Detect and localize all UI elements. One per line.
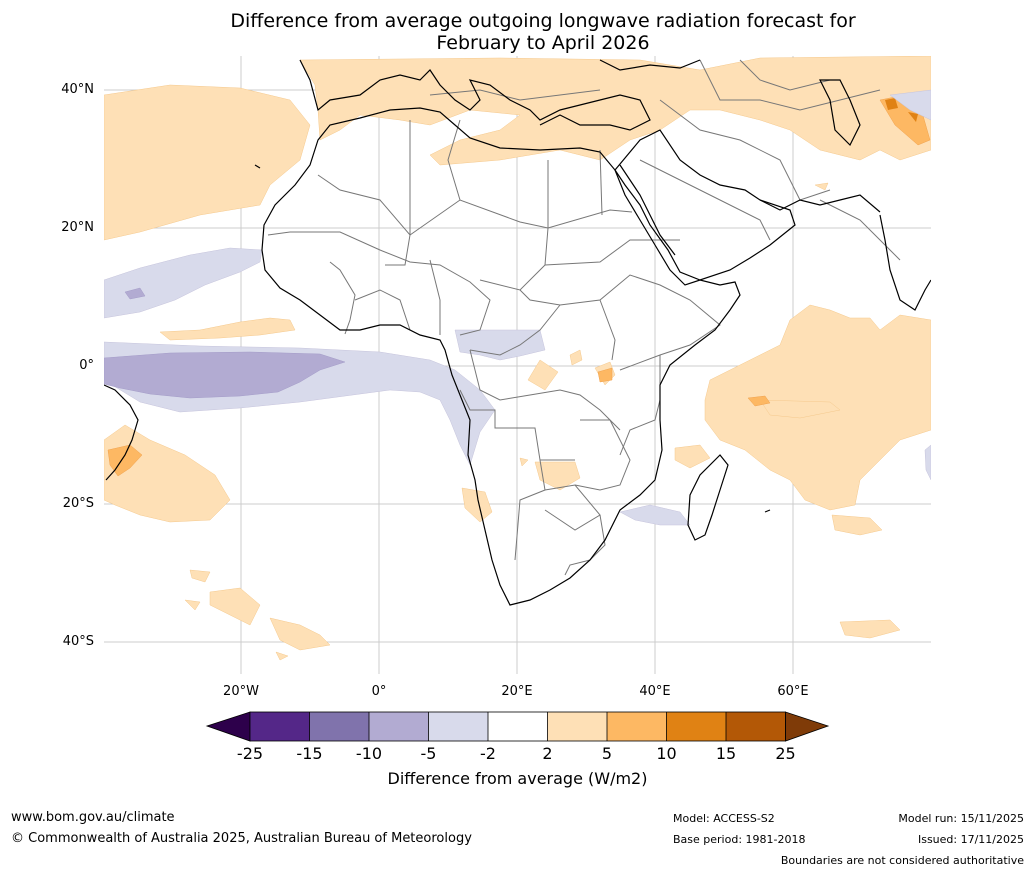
country-boundaries [267,59,901,576]
lat-label-equator: 0° [79,358,94,373]
colorbar-segment-5 [488,712,548,741]
footer-copyright: © Commonwealth of Australia 2025, Austra… [11,831,472,846]
moderate-negative-anomaly-regions [104,287,346,399]
footer-model-run: Model run: 15/11/2025 [898,812,1024,825]
colorbar-segment-1 [250,712,310,741]
footer-model: Model: ACCESS-S2 [673,812,775,825]
lat-label-40n: 40°N [61,82,94,97]
lon-label-60e: 60°E [777,684,809,699]
colorbar-segment-9 [726,712,786,741]
coastlines [104,59,931,606]
colorbar-title: Difference from average (W/m2) [387,769,648,788]
lon-label-20w: 20°W [223,684,259,699]
title-line-1: Difference from average outgoing longwav… [230,10,856,32]
colorbar-tick-label: 5 [601,744,613,763]
colorbar-segment-8 [666,712,726,741]
colorbar-tick-label: -2 [480,744,496,763]
colorbar-tick-label: 25 [775,744,796,763]
footer-base-period: Base period: 1981-2018 [673,833,806,846]
colorbar-segment-3 [369,712,429,741]
colorbar-tick-label: -25 [236,744,264,763]
colorbar-over-arrow [785,711,830,742]
footer-disclaimer: Boundaries are not considered authoritat… [780,854,1024,867]
lat-label-20s: 20°S [62,496,94,511]
colorbar-tick-label: 2 [542,744,553,763]
title-line-2: February to April 2026 [436,32,650,54]
colorbar-tick-label: 15 [715,744,737,763]
colorbar-outline [249,711,786,742]
colorbar-segment-4 [428,712,488,741]
colorbar-tick-label: -10 [355,744,383,763]
strongest-positive-anomaly-regions [885,98,918,122]
colorbar-tick-label: -15 [296,744,323,763]
lon-label-0: 0° [371,684,387,699]
colorbar-dividers [309,712,727,741]
positive-anomaly-regions [104,56,931,661]
colorbar-segment-2 [309,712,369,741]
colorbar-tick-label: 10 [656,744,677,763]
colorbar-segment-7 [607,712,667,741]
lat-label-40s: 40°S [62,634,94,649]
colorbar-tick-label: -5 [420,744,437,763]
colorbar-segment-6 [547,712,607,741]
lon-label-20e: 20°E [501,684,533,699]
footer-url: www.bom.gov.au/climate [11,810,175,825]
footer-issued: Issued: 17/11/2025 [917,833,1024,846]
lat-label-20n: 20°N [61,220,94,235]
lon-label-40e: 40°E [639,684,671,699]
map-title: Difference from average outgoing longwav… [0,10,1035,54]
colorbar-under-arrow [205,711,251,742]
